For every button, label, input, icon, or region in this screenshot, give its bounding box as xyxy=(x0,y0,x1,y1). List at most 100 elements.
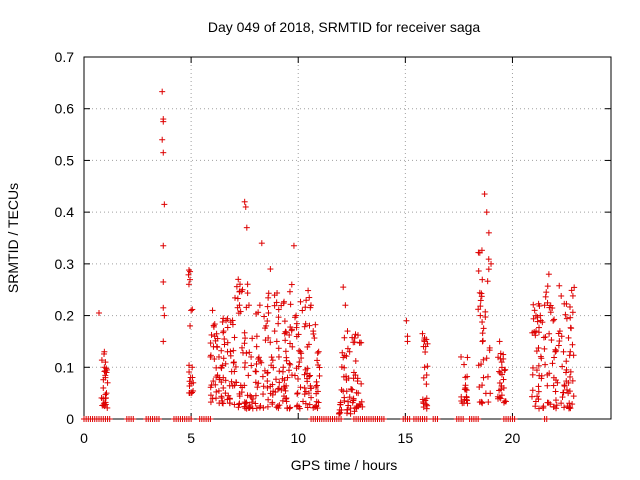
data-point xyxy=(249,335,256,342)
zero-point xyxy=(423,416,430,422)
data-point xyxy=(311,335,318,342)
y-tick-label: 0 xyxy=(66,411,74,427)
data-point xyxy=(207,340,214,347)
data-point xyxy=(241,198,248,205)
data-point xyxy=(209,395,216,402)
data-point xyxy=(476,289,483,296)
data-point xyxy=(547,302,554,309)
data-point xyxy=(231,334,238,341)
data-point xyxy=(463,394,470,401)
data-point xyxy=(224,339,231,346)
data-point xyxy=(312,321,319,328)
data-point xyxy=(274,385,281,392)
y-tick-label: 0.1 xyxy=(55,359,75,375)
y-tick-label: 0.4 xyxy=(55,204,75,220)
data-point xyxy=(340,284,347,291)
data-point xyxy=(253,368,260,375)
data-point xyxy=(220,400,227,407)
data-point xyxy=(256,302,263,309)
data-point xyxy=(283,395,290,402)
data-point xyxy=(305,390,312,397)
data-point xyxy=(541,345,548,352)
data-point xyxy=(211,321,218,328)
zero-point xyxy=(106,416,113,422)
data-point xyxy=(275,314,282,321)
data-point xyxy=(230,359,237,366)
data-point xyxy=(314,382,321,389)
data-point xyxy=(530,301,537,308)
data-point xyxy=(310,404,317,411)
data-point xyxy=(297,298,304,305)
data-point xyxy=(287,404,294,411)
data-point xyxy=(252,379,259,386)
data-point xyxy=(485,399,492,406)
y-axis-label: SRMTID / TECUs xyxy=(5,183,21,293)
data-point xyxy=(502,366,509,373)
data-point xyxy=(102,359,109,366)
data-point xyxy=(532,332,539,339)
data-point xyxy=(222,377,229,384)
data-point xyxy=(100,402,107,409)
data-point xyxy=(485,229,492,236)
data-point xyxy=(479,330,486,337)
data-point xyxy=(280,300,287,307)
data-point xyxy=(241,340,248,347)
data-point xyxy=(302,320,309,327)
data-point xyxy=(189,306,196,313)
data-point xyxy=(282,387,289,394)
data-point xyxy=(461,361,468,368)
data-point xyxy=(547,309,554,316)
data-point xyxy=(566,303,573,310)
data-point xyxy=(282,337,289,344)
data-point xyxy=(358,380,365,387)
data-point xyxy=(550,403,557,410)
data-point xyxy=(498,359,505,366)
data-point xyxy=(207,399,214,406)
data-point xyxy=(252,392,259,399)
data-point xyxy=(353,389,360,396)
data-point xyxy=(260,391,267,398)
data-point xyxy=(549,360,556,367)
data-point xyxy=(496,387,503,394)
data-point xyxy=(268,362,275,369)
data-point xyxy=(544,299,551,306)
data-point xyxy=(287,361,294,368)
data-point xyxy=(570,352,577,359)
data-point xyxy=(103,365,110,372)
y-tick-label: 0.2 xyxy=(55,308,75,324)
data-point xyxy=(212,381,219,388)
data-point xyxy=(566,400,573,407)
data-point xyxy=(254,384,261,391)
data-point xyxy=(422,349,429,356)
data-point xyxy=(226,395,233,402)
data-point xyxy=(247,392,254,399)
data-point xyxy=(229,317,236,324)
data-point xyxy=(242,359,249,366)
data-point xyxy=(533,312,540,319)
data-point xyxy=(341,364,348,371)
data-point xyxy=(552,377,559,384)
data-point xyxy=(260,383,267,390)
data-point xyxy=(281,318,288,325)
data-point xyxy=(355,403,362,410)
zero-point xyxy=(460,416,467,422)
data-point xyxy=(301,384,308,391)
data-point xyxy=(236,390,243,397)
data-point xyxy=(423,381,430,388)
data-point xyxy=(486,344,493,351)
data-point xyxy=(551,316,558,323)
data-point xyxy=(559,363,566,370)
data-point xyxy=(227,348,234,355)
data-point xyxy=(477,297,484,304)
data-point xyxy=(310,330,317,337)
data-point xyxy=(529,364,536,371)
data-point xyxy=(556,338,563,345)
data-point xyxy=(235,404,242,411)
data-point xyxy=(269,357,276,364)
zero-point xyxy=(130,416,137,422)
data-point xyxy=(288,281,295,288)
data-point xyxy=(305,287,312,294)
data-point xyxy=(347,410,354,417)
data-point xyxy=(306,322,313,329)
data-point xyxy=(350,369,357,376)
